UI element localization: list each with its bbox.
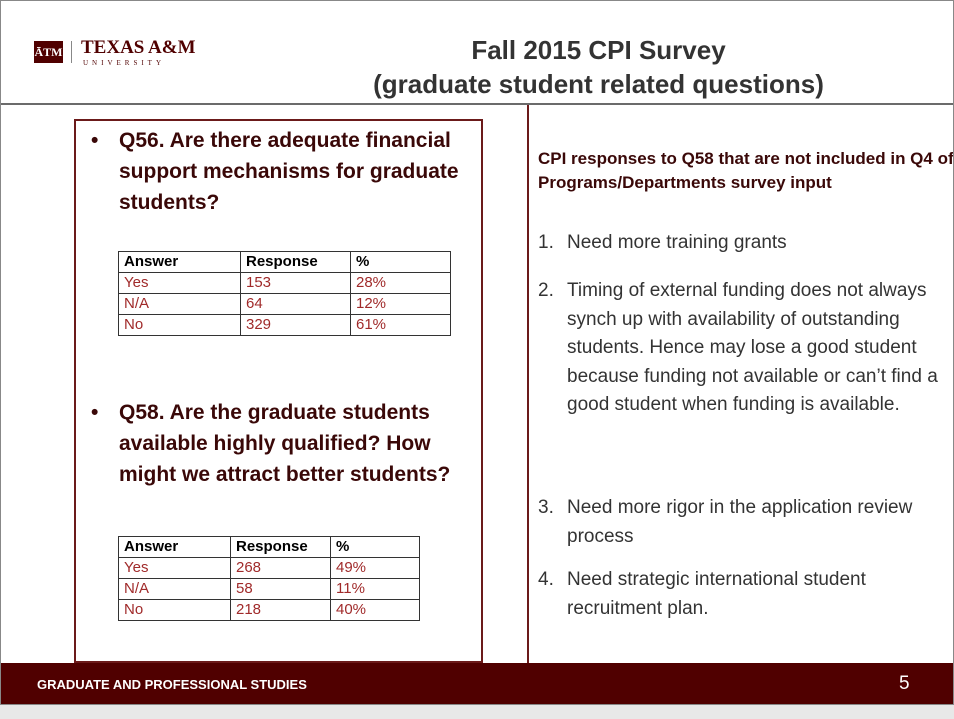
list-item: 4. Need strategic international student r…: [538, 566, 953, 623]
divider: [527, 105, 529, 663]
item-text: Need strategic international student rec…: [567, 569, 866, 619]
table-row: Answer Response%: [118, 536, 420, 558]
table-cell: 49%: [330, 557, 420, 579]
table-cell: Answer: [118, 536, 231, 558]
table-row: Answer Response%: [118, 251, 451, 273]
footer-text: GRADUATE AND PROFESSIONAL STUDIES: [37, 677, 307, 692]
answer-table: Answer Response% Yes 268 49% N/A 58 11% No 218 40%: [118, 536, 420, 621]
table-row: Yes 153 28%: [118, 272, 451, 294]
title: Fall 2015 CPI Survey: [471, 35, 726, 65]
item-text: Timing of external funding does not alwa…: [567, 280, 938, 415]
header: ĀTM TEXAS A&M UNIVERSITY Fall 2015 CPI S…: [1, 1, 953, 105]
table-cell: 64: [240, 293, 351, 315]
item-number: 1.: [538, 232, 554, 253]
logo-mark: ĀTM: [34, 41, 63, 63]
table-cell: 40%: [330, 599, 420, 621]
table-cell: 268: [230, 557, 331, 579]
table-cell: 28%: [350, 272, 451, 294]
table-cell: No: [118, 599, 231, 621]
footer: GRADUATE AND PROFESSIONAL STUDIES 5: [1, 663, 953, 704]
table-cell: Response: [230, 536, 331, 558]
list-item: 1. Need more training grants: [538, 229, 953, 258]
table-cell: %: [330, 536, 420, 558]
item-number: 4.: [538, 569, 554, 590]
table-cell: 218: [230, 599, 331, 621]
logo-separator: [71, 41, 72, 63]
table-row: N/A 58 11%: [118, 578, 420, 600]
page-number: 5: [899, 673, 910, 694]
bullet: •: [91, 401, 99, 424]
table-cell: 12%: [350, 293, 451, 315]
table-cell: N/A: [118, 578, 231, 600]
list-item: 3. Need more rigor in the application rev…: [538, 494, 953, 551]
table-cell: 61%: [350, 314, 451, 336]
answer-table: Answer Response% Yes 153 28% N/A 64 12% No 329 61%: [118, 251, 451, 336]
item-text: Need more rigor in the application revie…: [567, 497, 913, 547]
table-row: N/A 64 12%: [118, 293, 451, 315]
table-cell: No: [118, 314, 241, 336]
question-text: Q56. Are there adequate financial suppor…: [119, 129, 459, 214]
list-item: 2. Timing of external funding does not al…: [538, 277, 953, 420]
table-cell: Answer: [118, 251, 241, 273]
question: • Q58. Are the graduate students availabl…: [91, 397, 459, 490]
title: (graduate student related questions): [373, 69, 824, 99]
table-row: No 329 61%: [118, 314, 451, 336]
table-row: Yes 268 49%: [118, 557, 420, 579]
table-cell: 11%: [330, 578, 420, 600]
question: • Q56. Are there adequate financial suppo…: [91, 125, 459, 218]
table-cell: Yes: [118, 557, 231, 579]
logo-name: TEXAS A&M: [81, 37, 196, 58]
table-cell: Response: [240, 251, 351, 273]
table-cell: 58: [230, 578, 331, 600]
item-number: 3.: [538, 497, 554, 518]
table-cell: 153: [240, 272, 351, 294]
right-heading: CPI responses to Q58 that are not includ…: [538, 149, 954, 192]
question-text: Q58. Are the graduate students available…: [119, 401, 451, 486]
item-number: 2.: [538, 280, 554, 301]
left-panel: • Q56. Are there adequate financial suppo…: [74, 119, 483, 663]
bullet: •: [91, 129, 99, 152]
table-cell: 329: [240, 314, 351, 336]
table-cell: N/A: [118, 293, 241, 315]
logo-sub: UNIVERSITY: [83, 59, 165, 67]
item-text: Need more training grants: [567, 232, 787, 253]
table-row: No 218 40%: [118, 599, 420, 621]
table-cell: %: [350, 251, 451, 273]
table-cell: Yes: [118, 272, 241, 294]
